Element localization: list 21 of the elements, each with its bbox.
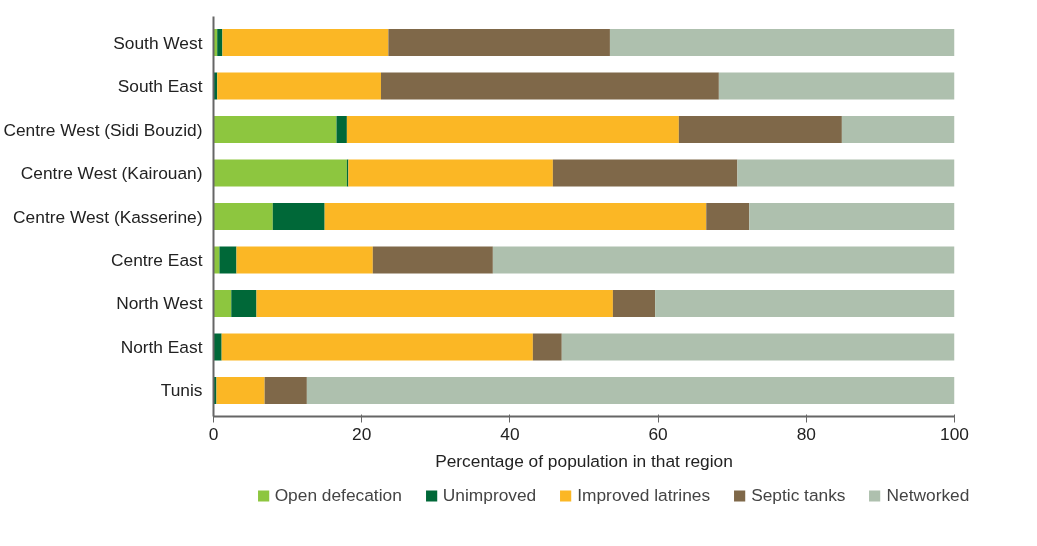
legend-label: Open defecation (274, 484, 402, 506)
legend-label: Unimproved (442, 484, 537, 506)
x-tick-label: 100 (940, 423, 969, 444)
y-tick-label: Centre West (Sidi Bouzid) (3, 119, 203, 140)
y-tick-label: Centre West (Kairouan) (20, 163, 203, 184)
legend-label: Septic tanks (751, 484, 846, 506)
x-tick-label: 40 (500, 423, 520, 444)
x-tick-label: 60 (648, 423, 668, 444)
x-axis-title: Percentage of population in that region (435, 450, 733, 471)
y-tick-label: North East (120, 336, 203, 357)
y-tick-label: Centre East (111, 249, 203, 270)
y-tick-label: South West (113, 32, 203, 53)
y-tick-label: South East (117, 76, 203, 97)
legend-label: Networked (886, 484, 970, 506)
y-tick-label: North West (116, 293, 203, 314)
y-tick-label: Tunis (160, 380, 203, 401)
legend-label: Improved latrines (577, 484, 711, 506)
x-tick-label: 20 (352, 423, 372, 444)
x-tick-label: 0 (208, 423, 219, 444)
x-tick-label: 80 (796, 423, 816, 444)
y-tick-label: Centre West (Kasserine) (13, 206, 203, 227)
